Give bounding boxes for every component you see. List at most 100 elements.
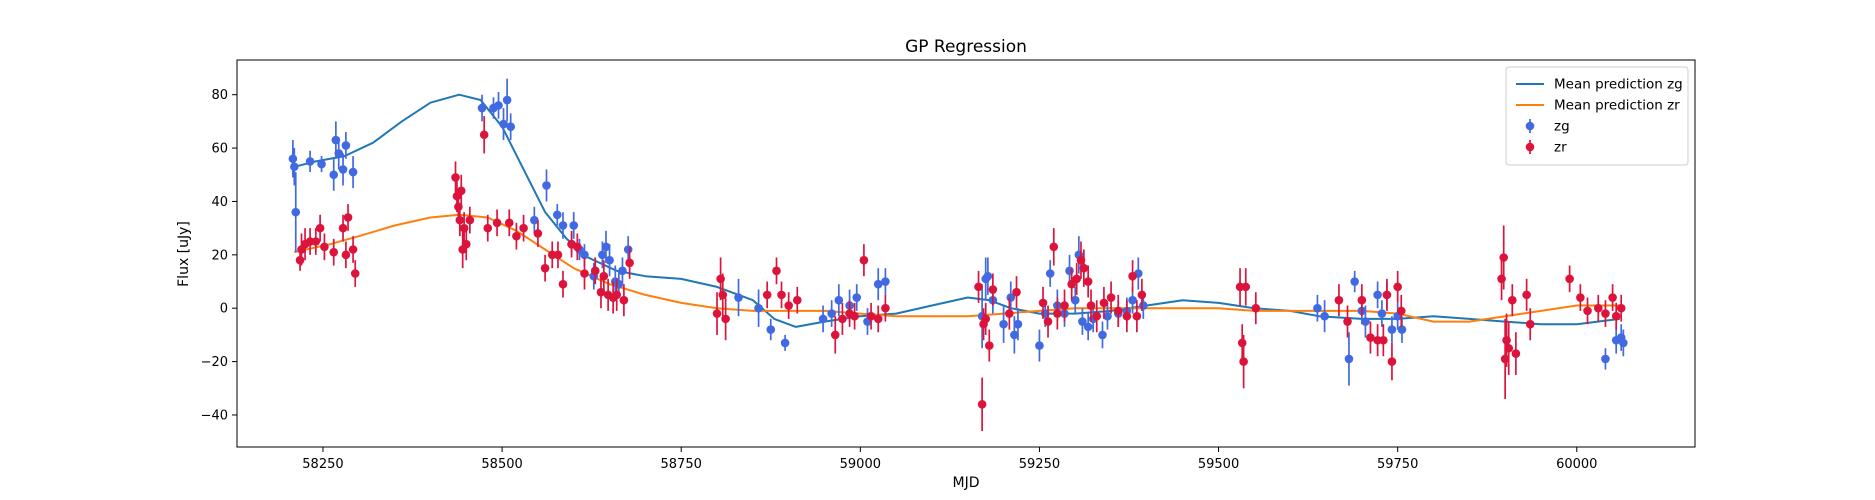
data-point xyxy=(1122,311,1132,321)
data-point xyxy=(1396,306,1406,316)
data-point xyxy=(721,314,730,324)
data-point xyxy=(1132,311,1142,321)
plot-area-frame xyxy=(236,59,1696,448)
data-point xyxy=(348,167,358,177)
data-point xyxy=(504,218,514,228)
data-point xyxy=(459,223,469,233)
data-point xyxy=(1035,341,1044,350)
data-point xyxy=(338,165,348,174)
data-point xyxy=(1343,317,1352,326)
data-point xyxy=(1092,311,1102,321)
data-point xyxy=(573,242,582,252)
series-line-mean-prediction-zr xyxy=(294,213,1620,323)
data-point xyxy=(338,223,348,233)
x-tick-label: 58250 xyxy=(302,457,343,472)
data-point xyxy=(291,207,301,217)
x-tick-label: 59000 xyxy=(840,457,881,472)
data-point xyxy=(792,295,802,305)
data-point xyxy=(329,247,339,257)
series-line-mean-prediction-zg xyxy=(294,93,1620,328)
data-point xyxy=(1525,319,1535,329)
x-tick-label: 58500 xyxy=(481,457,522,472)
data-point xyxy=(1049,242,1059,252)
data-point xyxy=(320,242,329,252)
data-point xyxy=(1241,282,1251,292)
data-point xyxy=(1005,309,1014,318)
y-axis-label: Flux [uJy] xyxy=(176,221,192,287)
x-tick-label: 60000 xyxy=(1556,457,1597,472)
data-point xyxy=(1099,298,1109,308)
data-point xyxy=(1593,303,1603,313)
data-point xyxy=(512,231,521,241)
y-tick-label: 80 xyxy=(211,88,228,103)
data-point xyxy=(1504,343,1514,353)
y-tick-label: −20 xyxy=(201,355,228,370)
data-point xyxy=(1078,317,1087,326)
data-point xyxy=(859,255,869,265)
data-point xyxy=(558,221,568,230)
x-axis-label: MJD xyxy=(953,475,980,491)
data-point xyxy=(866,311,876,321)
observation-points xyxy=(288,78,1628,431)
data-point xyxy=(1397,325,1407,334)
data-point xyxy=(502,95,512,105)
data-point xyxy=(492,218,502,228)
data-point xyxy=(456,186,466,196)
legend-item-mean-prediction-zr: Mean prediction zr xyxy=(1516,98,1680,114)
data-point xyxy=(1608,293,1617,302)
data-point xyxy=(852,293,862,302)
data-point xyxy=(1313,303,1322,313)
data-point xyxy=(881,303,890,313)
data-point xyxy=(1502,335,1511,345)
data-point xyxy=(455,215,465,225)
data-point xyxy=(542,181,551,190)
data-point xyxy=(1366,333,1375,342)
data-point xyxy=(1361,317,1370,326)
data-point xyxy=(506,122,515,132)
data-point xyxy=(1387,357,1397,366)
data-point xyxy=(777,290,786,300)
data-point xyxy=(1565,274,1574,284)
data-point xyxy=(850,311,859,321)
data-point xyxy=(1382,290,1392,300)
data-point xyxy=(461,239,471,249)
data-point xyxy=(838,314,847,324)
data-point xyxy=(451,173,460,182)
data-point xyxy=(305,157,315,166)
data-point xyxy=(1387,325,1397,334)
data-point xyxy=(1060,301,1069,310)
legend-label: Mean prediction zg xyxy=(1554,77,1683,93)
data-point xyxy=(1611,311,1621,321)
data-point xyxy=(1601,309,1610,318)
legend-marker-swatch xyxy=(1525,121,1535,131)
legend-item-zr: zr xyxy=(1525,140,1567,156)
prediction-lines xyxy=(294,93,1620,328)
data-point xyxy=(1511,349,1521,358)
data-point xyxy=(329,170,339,180)
data-point xyxy=(465,215,475,225)
data-point xyxy=(558,279,568,289)
data-point xyxy=(1086,301,1096,310)
x-tick-label: 58750 xyxy=(661,457,702,472)
data-point xyxy=(1065,266,1074,276)
data-point xyxy=(1038,298,1048,308)
y-tick-label: 60 xyxy=(211,142,228,157)
data-point xyxy=(984,341,994,350)
data-point xyxy=(483,223,493,233)
axis-ticks: 58250 58500 58750 59000 59250 59500 59750 60000… xyxy=(201,88,1598,472)
data-point xyxy=(1373,290,1382,300)
data-point xyxy=(766,325,776,334)
data-point xyxy=(1251,303,1261,313)
data-point xyxy=(479,130,489,140)
x-tick-label: 59500 xyxy=(1198,457,1239,472)
data-point xyxy=(772,266,781,276)
data-point xyxy=(341,141,351,150)
data-point xyxy=(1128,295,1137,305)
data-point xyxy=(530,215,539,225)
data-point xyxy=(619,295,629,305)
data-point xyxy=(1139,301,1148,310)
data-point xyxy=(598,250,607,260)
data-point xyxy=(343,213,353,222)
data-point xyxy=(350,269,360,278)
data-point xyxy=(618,266,627,276)
